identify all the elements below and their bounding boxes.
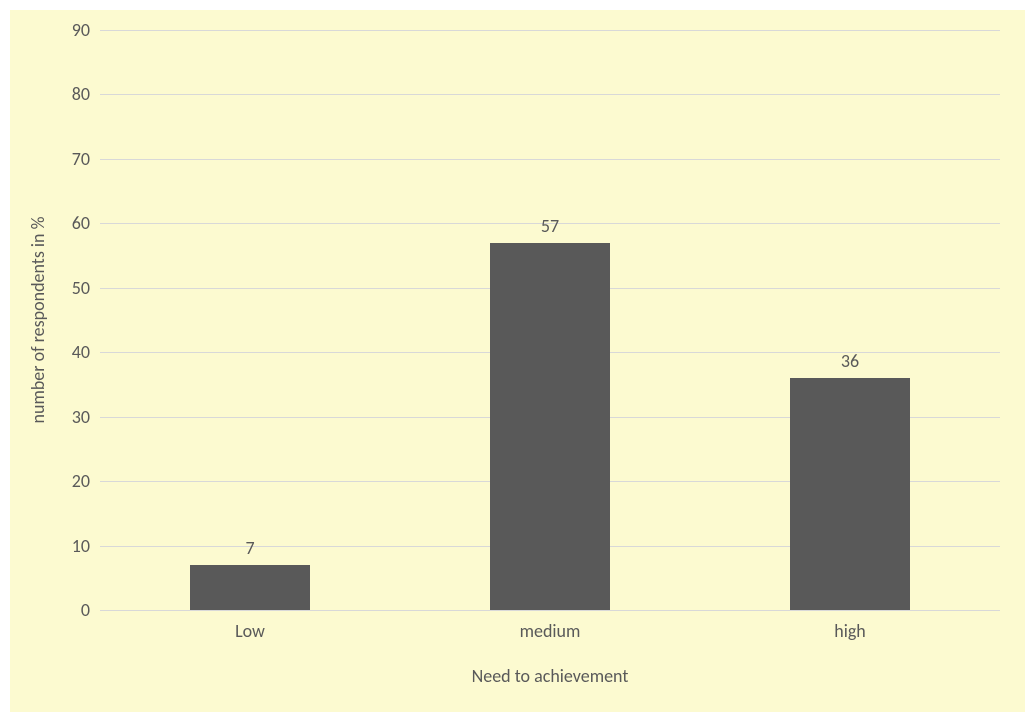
y-tick-label: 60 bbox=[72, 212, 90, 234]
y-tick-label: 20 bbox=[72, 470, 90, 492]
x-category-label: Low bbox=[235, 620, 265, 642]
data-label: 57 bbox=[541, 215, 559, 237]
gridline bbox=[100, 94, 1000, 95]
x-axis-title: Need to achievement bbox=[472, 665, 629, 687]
bar bbox=[790, 378, 910, 610]
gridline bbox=[100, 159, 1000, 160]
data-label: 36 bbox=[841, 350, 859, 372]
y-tick-label: 70 bbox=[72, 148, 90, 170]
plot-area: 01020304050607080907Low57medium36high bbox=[100, 30, 1000, 610]
y-tick-label: 90 bbox=[72, 19, 90, 41]
x-axis-line bbox=[100, 610, 1000, 611]
y-tick-label: 80 bbox=[72, 83, 90, 105]
y-tick-label: 40 bbox=[72, 341, 90, 363]
x-category-label: high bbox=[834, 620, 866, 642]
chart-container: 01020304050607080907Low57medium36high nu… bbox=[10, 10, 1025, 712]
bar bbox=[190, 565, 310, 610]
x-category-label: medium bbox=[520, 620, 581, 642]
y-tick-label: 0 bbox=[81, 599, 90, 621]
bar bbox=[490, 243, 610, 610]
y-axis-title: number of respondents in % bbox=[27, 217, 49, 424]
y-tick-label: 50 bbox=[72, 277, 90, 299]
y-tick-label: 30 bbox=[72, 406, 90, 428]
data-label: 7 bbox=[245, 537, 254, 559]
gridline bbox=[100, 30, 1000, 31]
y-tick-label: 10 bbox=[72, 535, 90, 557]
